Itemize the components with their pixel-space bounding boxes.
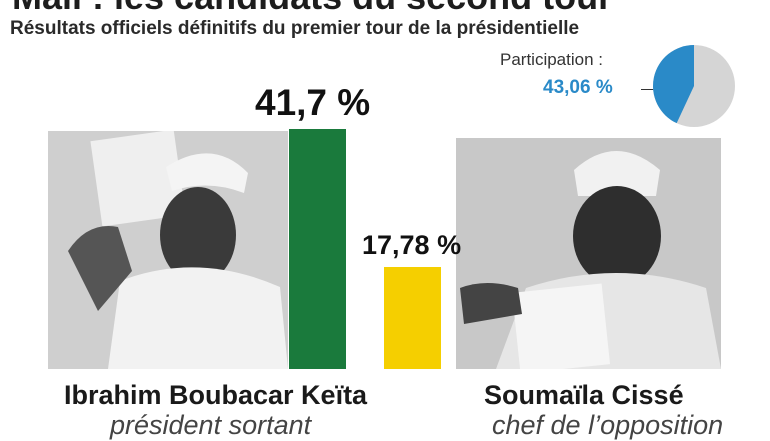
bar-value-cisse: 17,78 %	[362, 229, 462, 260]
candidate-name-cisse: Soumaïla Cissé	[484, 380, 684, 410]
pie-slice-participation	[653, 45, 694, 124]
candidate-name-ibk: Ibrahim Boubacar Keïta	[64, 380, 368, 410]
bar-cisse	[384, 266, 441, 369]
bar-value-ibk: 41,7 %	[255, 82, 371, 123]
candidate-role-ibk: président sortant	[110, 410, 312, 440]
participation-value: 43,06 %	[543, 77, 613, 98]
candidate-photo-ibk	[48, 131, 288, 369]
candidate-photo-sc	[456, 138, 721, 369]
bar-ibk	[289, 129, 346, 369]
participation-label: Participation :	[500, 50, 603, 69]
chart-title: Mali : les candidats du second tour	[12, 0, 752, 15]
candidate-role-cisse: chef de l’opposition	[492, 410, 724, 440]
participation-pie	[653, 45, 735, 127]
chart-subtitle: Résultats officiels définitifs du premie…	[10, 18, 580, 39]
